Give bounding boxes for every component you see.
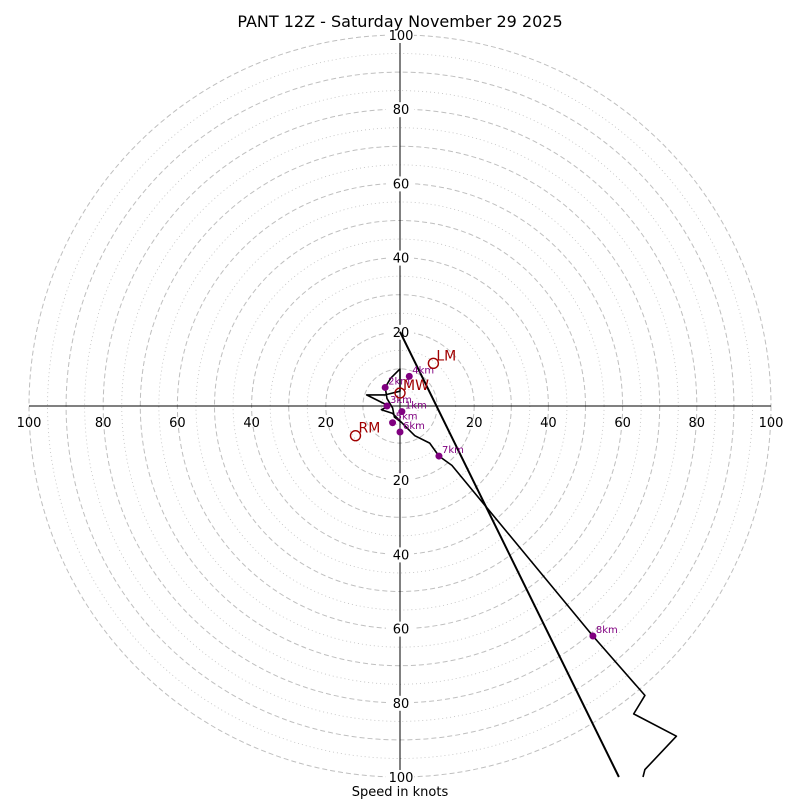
height-marker-label: 3km [390,395,412,406]
y-tick-label: 40 [393,252,410,267]
x-tick-label: 20 [318,416,335,431]
x-axis-label: Speed in knots [352,785,449,800]
storm-motion-markers: LM RM MW [349,348,456,442]
x-tick-label: 20 [466,416,483,431]
height-marker-label: 7km [442,445,464,456]
y-tick-label: 60 [393,177,410,192]
tick-labels: 1008060402020406080100100806040202040608… [17,28,784,786]
height-marker-label: 8km [596,625,618,636]
shear-vector-line [399,331,620,778]
height-marker-dot [589,632,597,640]
height-marker-dot [396,428,404,436]
chart-title: PANT 12Z - Saturday November 29 2025 [237,12,562,31]
shear-vectors [399,331,620,778]
y-tick-label: 80 [393,103,410,118]
storm-motion-label: MW [403,378,429,394]
storm-motion-marker [394,387,406,399]
height-marker-dot [398,408,406,416]
storm-motion-label: LM [436,348,456,364]
y-tick-label-bg [386,547,414,563]
x-tick-label: 80 [689,416,706,431]
x-tick-label: 40 [540,416,557,431]
x-tick-label: 100 [17,416,42,431]
y-tick-label-bg [386,770,414,785]
height-marker-label: 5km [396,412,418,423]
x-tick-label: 100 [759,416,784,431]
axes [29,35,771,777]
height-marker-dot [383,402,391,410]
height-marker-dot [405,372,413,380]
height-marker-dot [381,383,389,391]
y-tick-label-bg [386,695,414,711]
height-marker-label: 2km [388,376,410,387]
height-marker-label: 6km [403,421,425,432]
height-marker-dot [435,452,443,460]
height-marker-label: 4km [412,365,434,376]
y-tick-label-bg [386,102,414,118]
x-tick-label: 60 [614,416,631,431]
y-tick-label-bg [386,28,414,43]
storm-motion-marker [427,357,440,370]
x-tick-label: 80 [95,416,112,431]
y-tick-label-bg [386,473,414,489]
height-marker-dot [389,419,397,427]
y-tick-label: 60 [393,623,410,638]
y-tick-label: 40 [393,548,410,563]
y-tick-label: 100 [389,771,414,786]
storm-motion-marker [349,429,362,442]
y-tick-label-bg [386,250,414,266]
y-tick-label-bg [386,176,414,192]
storm-motion-label: RM [358,421,380,437]
y-tick-label: 80 [393,697,410,712]
height-marker-label: 1km [405,401,427,412]
y-tick-label: 100 [389,29,414,44]
y-tick-label-bg [386,621,414,637]
x-tick-label: 40 [243,416,260,431]
y-tick-label: 20 [393,474,410,489]
x-tick-label: 60 [169,416,186,431]
